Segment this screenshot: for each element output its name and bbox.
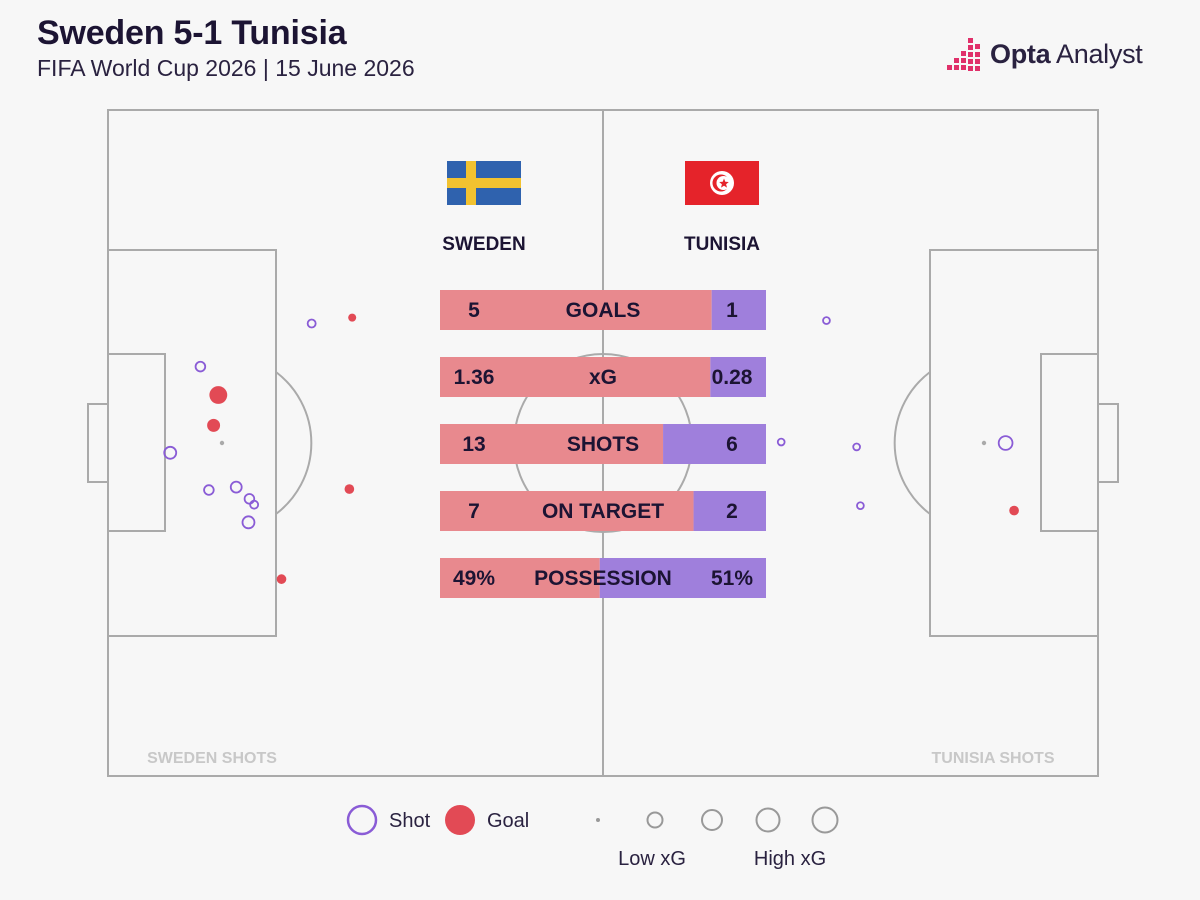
opta-logo-icon xyxy=(947,38,980,71)
home-shot-marker xyxy=(229,480,243,494)
left-six-yard-box xyxy=(107,353,166,532)
stat-value-home: 7 xyxy=(468,500,480,523)
home-shots-label: SWEDEN SHOTS xyxy=(147,750,277,767)
home-goal-marker xyxy=(209,386,228,404)
brand-name-rest: Analyst xyxy=(1050,38,1143,69)
stat-bar-away xyxy=(711,290,766,330)
away-shot-marker xyxy=(776,437,786,447)
away-shot-marker xyxy=(852,442,861,452)
away-shot-marker xyxy=(822,316,831,325)
legend-goal-label: Goal xyxy=(487,810,529,832)
stat-value-away: 2 xyxy=(726,500,738,523)
stat-value-home: 1.36 xyxy=(454,366,495,389)
left-goal xyxy=(87,403,109,483)
home-goal-marker xyxy=(276,574,287,584)
home-shot-marker xyxy=(241,515,256,530)
shot-dots xyxy=(163,313,1019,584)
pitch-markings xyxy=(87,109,1119,777)
stat-value-home: 13 xyxy=(462,433,485,456)
legend-xg-size-1 xyxy=(596,818,600,822)
stat-label: xG xyxy=(589,366,617,389)
legend-low-xg-label: Low xG xyxy=(618,848,686,870)
away-shot-marker xyxy=(997,435,1014,451)
left-penalty-spot xyxy=(219,440,225,446)
stat-bar-home xyxy=(440,558,600,598)
home-shot-marker xyxy=(243,493,256,505)
right-penalty-spot xyxy=(981,440,987,446)
legend-shot-label: Shot xyxy=(389,810,431,832)
home-shot-marker xyxy=(249,499,260,510)
left-penalty-arc xyxy=(275,371,313,515)
legend-high-xg-label: High xG xyxy=(754,848,826,870)
home-goal-marker xyxy=(207,418,221,432)
brand-logo: Opta Analyst xyxy=(946,36,1143,72)
legend-xg-size-3 xyxy=(701,809,723,831)
left-penalty-area xyxy=(107,249,277,637)
stat-bar-away xyxy=(663,424,766,464)
stat-value-home: 5 xyxy=(468,299,480,322)
away-goal-marker xyxy=(1009,505,1019,516)
home-goal-marker xyxy=(344,484,355,494)
legend: Shot Goal Low xG High xG xyxy=(346,804,839,870)
page-title: Sweden 5-1 Tunisia xyxy=(37,14,347,52)
stat-bar-away xyxy=(710,357,766,397)
stat-label: ON TARGET xyxy=(542,500,664,523)
legend-xg-size-4 xyxy=(755,807,781,833)
home-shot-marker xyxy=(203,484,215,496)
tunisia-flag-icon xyxy=(685,161,759,205)
stat-bar-home xyxy=(440,290,712,330)
sweden-flag-icon xyxy=(447,161,521,205)
page-subtitle: FIFA World Cup 2026 | 15 June 2026 xyxy=(37,55,415,81)
home-shot-marker xyxy=(163,445,178,460)
right-penalty-area xyxy=(929,249,1099,637)
brand-name: Opta Analyst xyxy=(990,38,1143,70)
away-shots-label: TUNISIA SHOTS xyxy=(932,750,1055,767)
stat-value-away: 6 xyxy=(726,433,738,456)
stat-value-away: 0.28 xyxy=(712,366,753,389)
right-penalty-arc xyxy=(893,371,931,515)
stat-bar-home xyxy=(440,491,694,531)
stat-bar-home xyxy=(440,424,664,464)
home-team-name: SWEDEN xyxy=(442,234,525,255)
away-shot-marker xyxy=(856,501,865,510)
away-team-name: TUNISIA xyxy=(684,234,760,255)
stat-bars: 5 GOALS 1 1.36 xG 0.28 13 SHOTS 6 7 ON TARGET 2 49% P… xyxy=(440,290,766,598)
right-goal xyxy=(1097,403,1119,483)
right-six-yard-box xyxy=(1040,353,1099,532)
home-shot-marker xyxy=(194,360,207,373)
brand-name-bold: Opta xyxy=(990,38,1051,69)
stat-bar-away xyxy=(599,558,766,598)
stat-label: POSSESSION xyxy=(534,567,672,590)
stat-label: GOALS xyxy=(566,299,641,322)
legend-shot-marker xyxy=(346,804,378,836)
home-shot-marker xyxy=(306,318,317,329)
stat-label: SHOTS xyxy=(567,433,639,456)
legend-xg-size-2 xyxy=(646,811,664,829)
stat-bar-home xyxy=(440,357,711,397)
home-goal-marker xyxy=(348,313,357,322)
stat-bar-away xyxy=(693,491,766,531)
stat-value-away: 51% xyxy=(711,567,753,590)
legend-xg-size-5 xyxy=(811,806,839,834)
legend-goal-marker xyxy=(445,805,475,835)
stat-value-away: 1 xyxy=(726,299,738,322)
stat-value-home: 49% xyxy=(453,567,495,590)
